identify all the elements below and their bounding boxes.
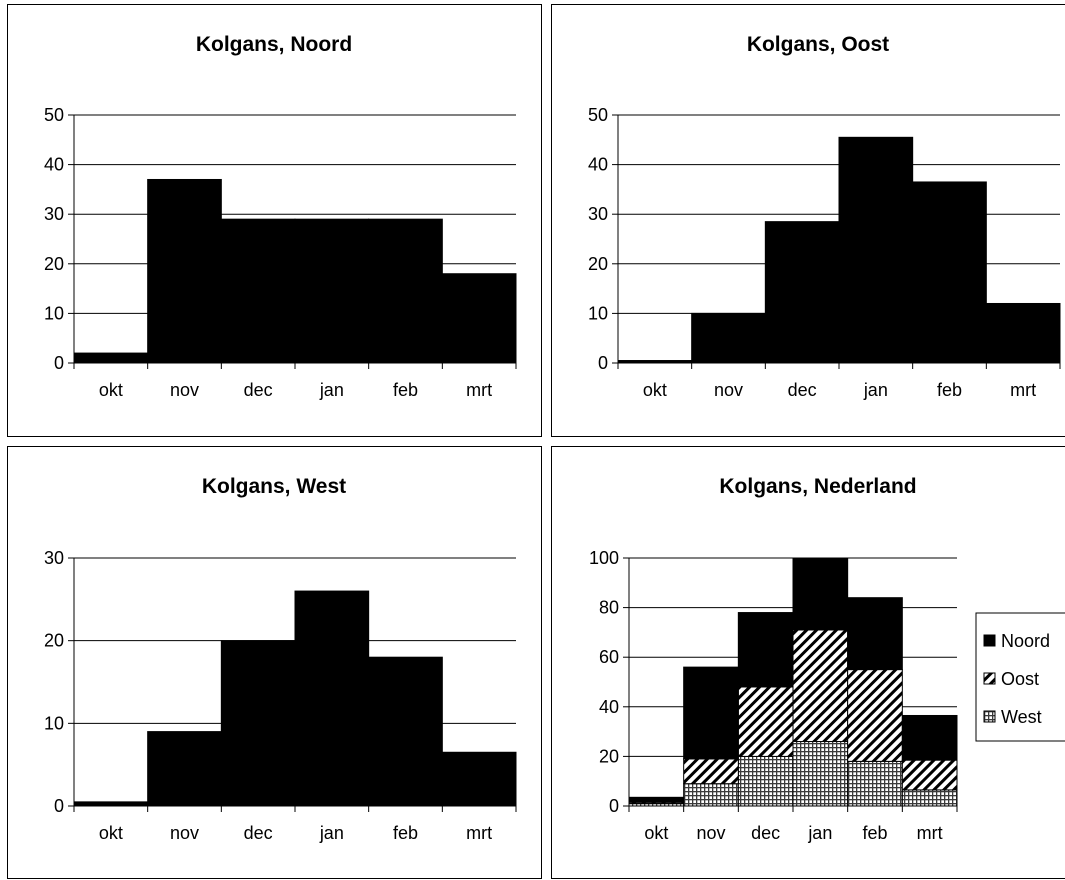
bar-dec	[765, 222, 839, 363]
x-tick-label: jan	[863, 380, 888, 400]
chart-panel-west: Kolgans, West 0 10 20 30 okt nov dec jan feb mrt	[7, 446, 542, 879]
chart-title-nederland: Kolgans, Nederland	[719, 475, 916, 498]
bar-west-dec	[738, 756, 793, 806]
x-tick-label: dec	[244, 823, 273, 843]
bar-okt	[74, 353, 148, 363]
x-tick-label: okt	[99, 823, 123, 843]
chart-oost: Kolgans, Oost 0 10 20 30 40 50 okt nov dec jan feb…	[552, 5, 1065, 438]
y-tick-label: 60	[599, 647, 619, 667]
x-tick-label: nov	[714, 380, 743, 400]
y-tick-label: 20	[44, 254, 64, 274]
legend-swatch-oost	[984, 673, 995, 684]
bar-feb	[369, 657, 443, 806]
chart-title-noord: Kolgans, Noord	[196, 33, 352, 56]
bar-nov	[148, 179, 222, 363]
bar-oost-feb	[848, 670, 903, 762]
y-tick-label: 40	[599, 697, 619, 717]
y-tick-label: 20	[599, 746, 619, 766]
y-tick-label: 0	[54, 353, 64, 373]
bar-feb	[913, 182, 987, 363]
y-tick-label: 50	[44, 105, 64, 125]
bar-oost-nov	[684, 759, 739, 784]
bar-noord-dec	[738, 613, 793, 687]
chart-panel-noord: Kolgans, Noord 0 10 20 30 40 50 okt nov dec jan fe…	[7, 4, 542, 437]
x-tick-label: feb	[393, 823, 418, 843]
x-tick-label: mrt	[466, 380, 492, 400]
y-tick-label: 0	[598, 353, 608, 373]
y-tick-label: 0	[54, 796, 64, 816]
x-tick-label: nov	[696, 823, 725, 843]
bar-mrt	[442, 274, 516, 363]
bar-oost-mrt	[902, 760, 957, 790]
x-tick-label: nov	[170, 380, 199, 400]
x-tick-label: jan	[319, 380, 344, 400]
bar-noord-jan	[793, 558, 848, 630]
y-tick-label: 100	[589, 548, 619, 568]
bar-noord-okt	[629, 797, 684, 802]
bar-mrt	[986, 303, 1060, 363]
bar-west-jan	[793, 742, 848, 806]
bar-noord-mrt	[902, 715, 957, 760]
legend-swatch-noord	[984, 635, 995, 646]
x-tick-label: feb	[393, 380, 418, 400]
bar-west-nov	[684, 784, 739, 806]
x-tick-label: dec	[244, 380, 273, 400]
y-tick-label: 80	[599, 598, 619, 618]
x-tick-label: mrt	[466, 823, 492, 843]
bar-noord-feb	[848, 598, 903, 670]
y-tick-label: 20	[44, 631, 64, 651]
legend-label-noord: Noord	[1001, 631, 1050, 651]
y-tick-label: 10	[44, 713, 64, 733]
legend-label-oost: Oost	[1001, 669, 1039, 689]
chart-legend: Noord Oost West	[976, 613, 1065, 741]
bar-jan	[295, 219, 369, 363]
bar-jan	[839, 137, 913, 363]
x-tick-label: feb	[862, 823, 887, 843]
y-tick-label: 20	[588, 254, 608, 274]
y-tick-label: 10	[44, 303, 64, 323]
y-tick-label: 30	[44, 204, 64, 224]
bar-oost-dec	[738, 687, 793, 756]
x-tick-label: okt	[643, 380, 667, 400]
chart-panel-oost: Kolgans, Oost 0 10 20 30 40 50 okt nov dec jan feb…	[551, 4, 1065, 437]
x-tick-label: dec	[788, 380, 817, 400]
chart-nederland: Kolgans, Nederland 0 20 40 60 80 100 okt nov dec…	[552, 447, 1065, 880]
x-tick-label: dec	[751, 823, 780, 843]
x-tick-label: mrt	[917, 823, 943, 843]
x-tick-label: okt	[99, 380, 123, 400]
x-tick-label: nov	[170, 823, 199, 843]
y-tick-label: 40	[588, 155, 608, 175]
bar-noord-nov	[684, 667, 739, 759]
y-tick-label: 50	[588, 105, 608, 125]
chart-title-west: Kolgans, West	[202, 475, 346, 498]
y-tick-label: 30	[44, 548, 64, 568]
bar-oost-jan	[793, 630, 848, 742]
bar-dec	[221, 219, 295, 363]
bar-feb	[369, 219, 443, 363]
x-tick-label: okt	[644, 823, 668, 843]
y-tick-label: 40	[44, 155, 64, 175]
bar-dec	[221, 641, 295, 806]
x-tick-label: feb	[937, 380, 962, 400]
bar-jan	[295, 591, 369, 806]
x-tick-label: jan	[807, 823, 832, 843]
chart-panel-nederland: Kolgans, Nederland 0 20 40 60 80 100 okt nov dec…	[551, 446, 1065, 879]
bar-mrt	[442, 752, 516, 806]
bar-west-mrt	[902, 790, 957, 806]
y-tick-label: 30	[588, 204, 608, 224]
x-tick-label: mrt	[1010, 380, 1036, 400]
y-tick-label: 0	[609, 796, 619, 816]
chart-west: Kolgans, West 0 10 20 30 okt nov dec jan feb mrt	[8, 447, 543, 880]
chart-noord: Kolgans, Noord 0 10 20 30 40 50 okt nov dec jan fe…	[8, 5, 543, 438]
x-tick-label: jan	[319, 823, 344, 843]
legend-label-west: West	[1001, 707, 1042, 727]
bar-nov	[692, 313, 766, 363]
bar-west-feb	[848, 761, 903, 806]
legend-swatch-west	[984, 711, 995, 722]
bar-okt	[74, 802, 148, 806]
y-tick-label: 10	[588, 303, 608, 323]
bar-nov	[148, 732, 222, 806]
chart-title-oost: Kolgans, Oost	[747, 33, 889, 56]
